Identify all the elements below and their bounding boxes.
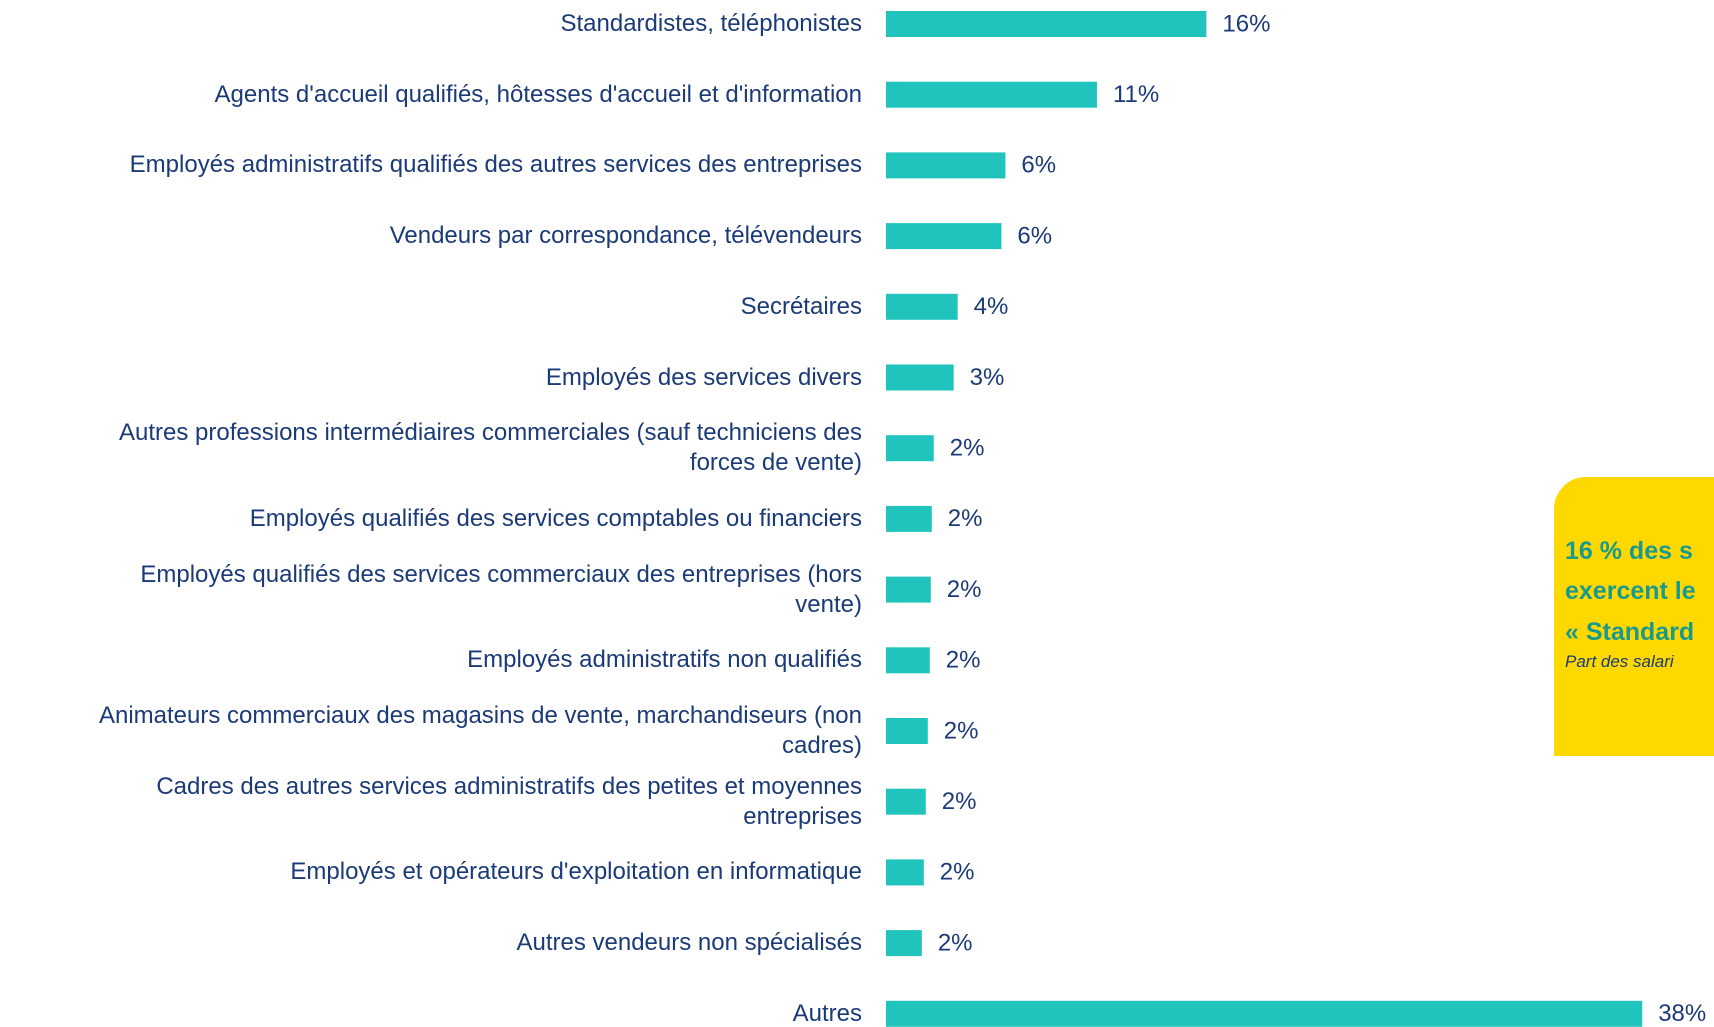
category-label: Employés qualifiés des services commerci…	[140, 560, 862, 618]
bar	[886, 364, 954, 391]
category-label: Agents d'accueil qualifiés, hôtesses d'a…	[214, 80, 862, 108]
bar	[886, 152, 1006, 179]
callout-line: « Standard	[1565, 618, 1695, 646]
bar	[886, 859, 924, 886]
callout: 16 % des s exercent le « Standard Part d…	[1554, 477, 1714, 756]
value-label: 6%	[1021, 152, 1056, 179]
bar	[886, 1000, 1643, 1027]
value-label: 11%	[1113, 81, 1159, 108]
value-label: 2%	[944, 717, 979, 744]
value-label: 2%	[947, 576, 982, 603]
bar	[886, 505, 932, 532]
category-label: Autres	[792, 999, 862, 1027]
category-label: Employés des services divers	[545, 363, 862, 391]
callout-line: exercent le	[1565, 577, 1696, 605]
value-label: 2%	[950, 435, 985, 462]
value-label: 2%	[938, 929, 973, 956]
value-label: 2%	[940, 859, 975, 886]
value-label: 38%	[1658, 1000, 1706, 1027]
value-label: 4%	[974, 293, 1009, 320]
bar	[886, 435, 934, 462]
category-label: Employés et opérateurs d'exploitation en…	[290, 858, 862, 886]
category-label: Employés administratifs qualifiés des au…	[129, 151, 862, 179]
category-label: Employés qualifiés des services comptabl…	[249, 504, 862, 532]
category-label: Animateurs commerciaux des magasins de v…	[98, 702, 862, 759]
bar	[886, 293, 958, 320]
bar	[886, 930, 922, 957]
bar	[886, 576, 931, 603]
category-label: Autres professions intermédiaires commer…	[119, 419, 862, 477]
bar	[886, 11, 1207, 37]
bar	[886, 223, 1002, 250]
category-label: Secrétaires	[740, 292, 862, 320]
category-label: Vendeurs par correspondance, télévendeur…	[389, 222, 862, 250]
callout-line: 16 % des s	[1565, 537, 1693, 565]
category-label: Standardistes, téléphonistes	[560, 10, 862, 37]
bar	[886, 718, 928, 744]
value-label: 3%	[970, 364, 1005, 391]
bar	[886, 788, 926, 815]
value-label: 2%	[942, 788, 977, 815]
category-label: Cadres des autres services administratif…	[156, 772, 862, 830]
value-label: 2%	[946, 647, 981, 674]
value-label: 16%	[1222, 10, 1270, 37]
bar	[886, 647, 930, 674]
category-label: Employés administratifs non qualifiés	[467, 646, 862, 674]
value-label: 2%	[948, 505, 983, 532]
bar	[886, 81, 1097, 108]
value-label: 6%	[1017, 222, 1052, 249]
callout-note: Part des salari	[1565, 652, 1674, 671]
category-label: Autres vendeurs non spécialisés	[516, 929, 862, 957]
